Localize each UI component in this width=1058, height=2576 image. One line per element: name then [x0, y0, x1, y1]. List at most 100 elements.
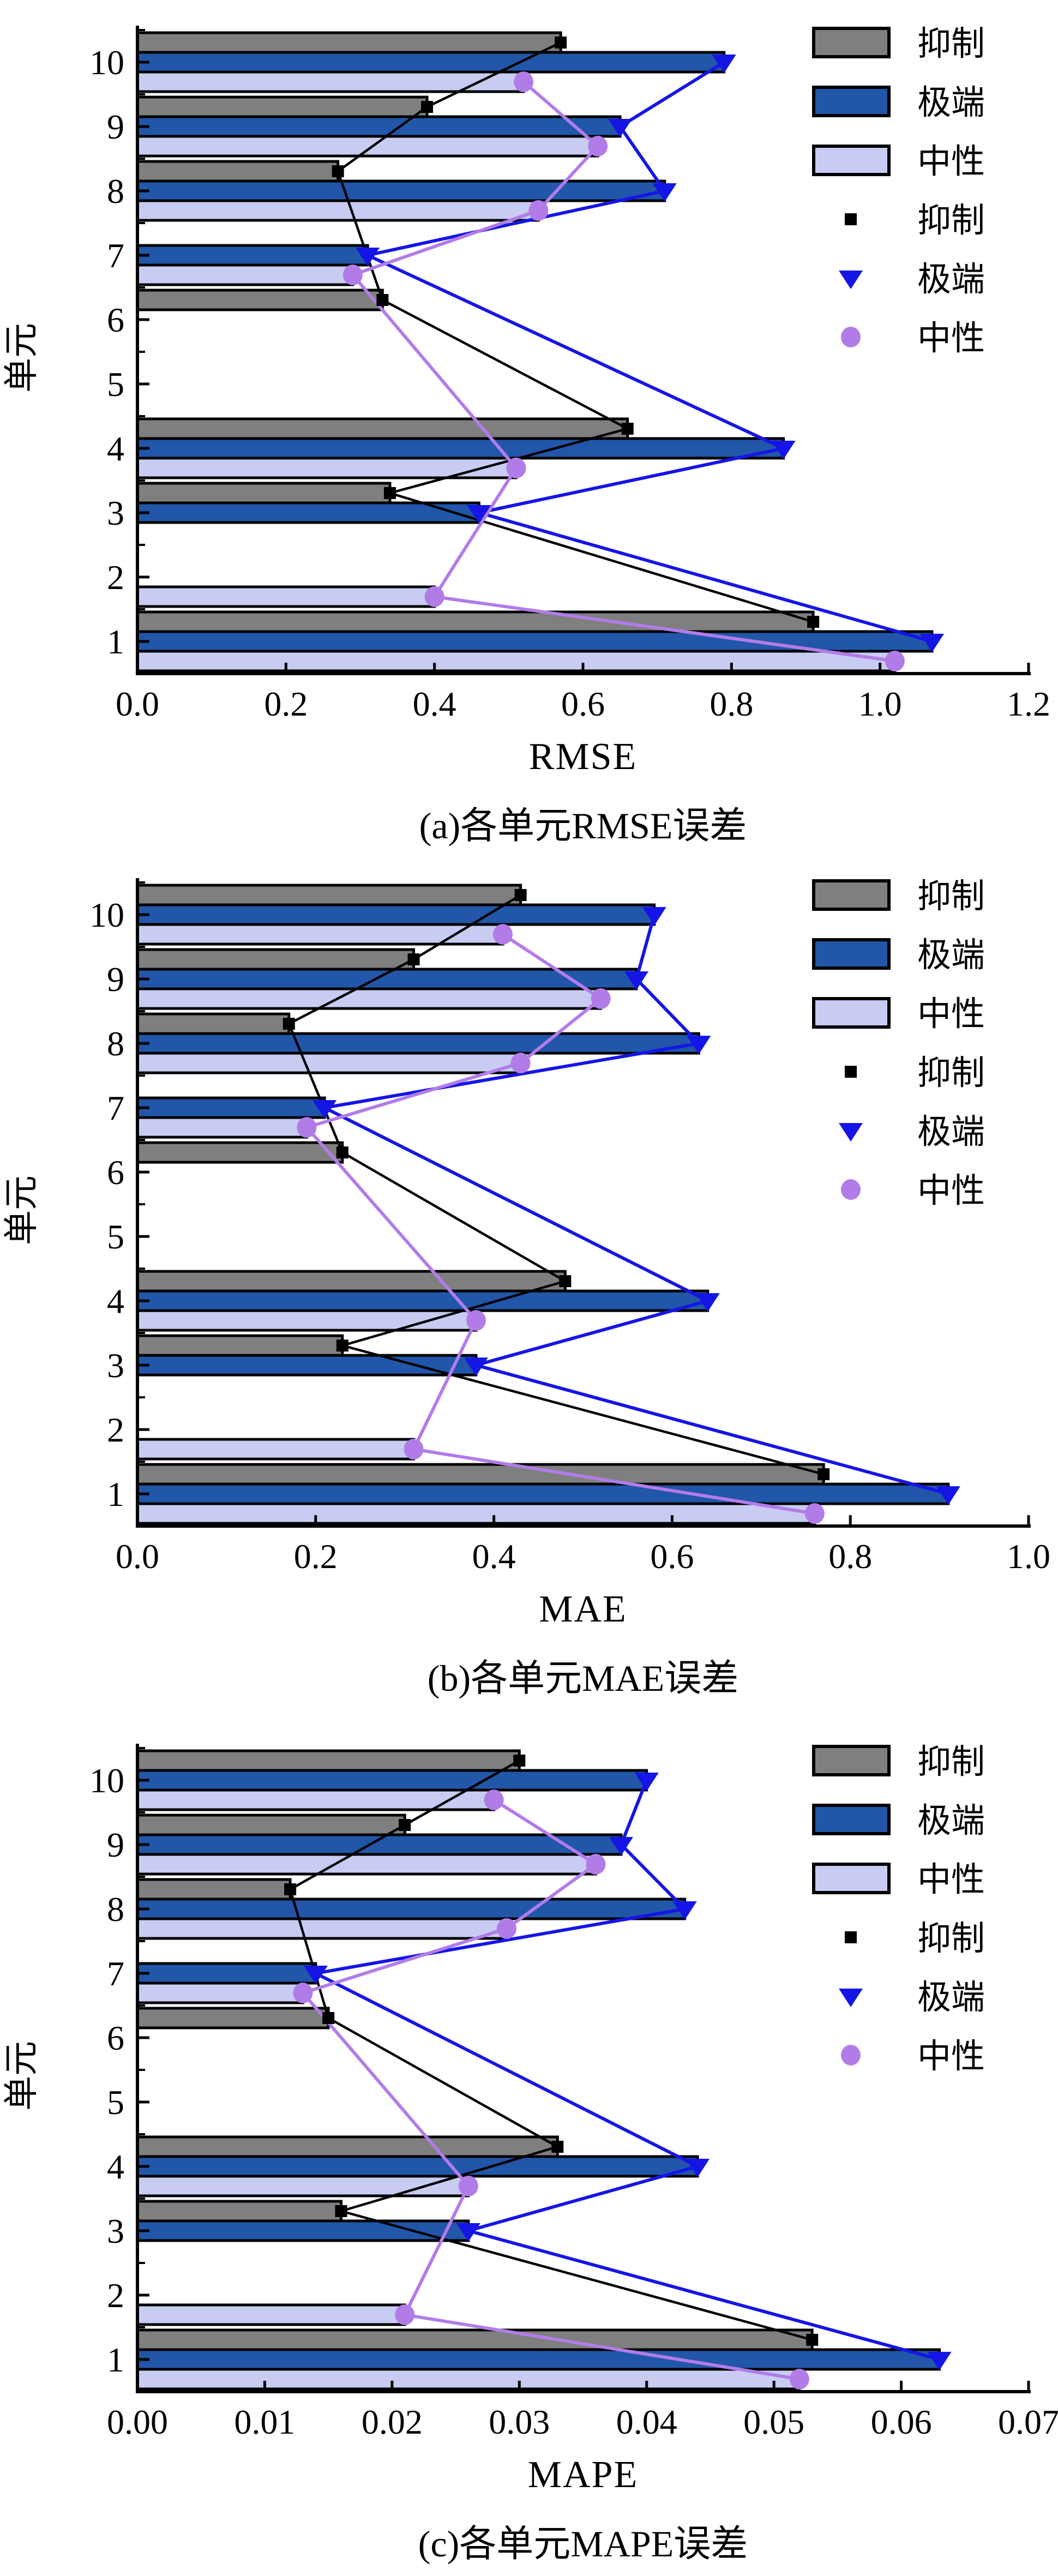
marker-中性-unit-10: [484, 1790, 504, 1810]
legend-label: 中性: [917, 143, 985, 181]
x-tick-label: 0.4: [472, 1537, 516, 1576]
marker-极端-unit-9: [608, 119, 633, 137]
bar-抑制-unit-4: [136, 1270, 567, 1293]
unit-label: 10: [89, 43, 124, 82]
bar-抑制-unit-9: [136, 95, 429, 118]
marker-中性-unit-8: [496, 1918, 516, 1939]
bars-layer: [136, 31, 934, 672]
unit-label: 2: [107, 2276, 124, 2315]
bar-极端-unit-9: [136, 1833, 623, 1856]
marker-中性-unit-1: [804, 1503, 825, 1524]
panel-a-caption: (a)各单元RMSE误差: [419, 805, 747, 846]
unit-label: 5: [107, 1217, 124, 1256]
unit-label: 6: [107, 2019, 124, 2057]
bar-极端-unit-3: [136, 501, 480, 524]
legend-label: 极端: [917, 1114, 985, 1151]
bar-中性-unit-4: [136, 2175, 470, 2197]
unit-label: 5: [107, 365, 124, 404]
unit-label: 6: [107, 1153, 124, 1192]
marker-极端-unit-8: [672, 1901, 697, 1920]
unit-label: 7: [107, 236, 124, 275]
legend-swatch-极端: [812, 1804, 891, 1835]
unit-label: 8: [107, 1890, 124, 1929]
bar-抑制-unit-10: [136, 1749, 521, 1772]
bar-抑制-unit-1: [136, 1463, 825, 1486]
marker-抑制-unit-8: [282, 1018, 295, 1030]
unit-label: 5: [107, 2083, 124, 2122]
unit-label: 1: [107, 2340, 124, 2379]
axes-layer: 1 2 3 4 5 6 7 8 9 10 0.0 0.2 0.4 0.6 0.8 1.0: [89, 878, 1050, 1576]
marker-抑制-unit-3: [335, 2205, 347, 2217]
panel-c-mape-chart: 1 2 3 4 5 6 7 8 9 10 0.00 0.01 0.02 0.03 0.04 0.05 0.06 0…: [0, 1718, 1058, 2576]
marker-抑制-unit-10: [514, 889, 527, 901]
x-tick-label: 0.2: [264, 684, 308, 723]
marker-极端-unit-10: [634, 1773, 659, 1791]
bar-中性-unit-8: [136, 1917, 508, 1940]
marker-抑制-unit-9: [399, 1819, 411, 1831]
axes-layer: 1 2 3 4 5 6 7 8 9 10 0.00 0.01 0.02 0.03 0.04 0.05 0.06 0…: [89, 1744, 1058, 2441]
legend-marker-极端: [839, 1989, 863, 2007]
x-tick-label: 0.2: [294, 1537, 338, 1576]
marker-抑制-unit-9: [421, 101, 434, 113]
marker-中性-unit-2: [395, 2304, 415, 2325]
bar-抑制-unit-10: [136, 884, 522, 906]
marker-抑制-unit-4: [559, 1275, 572, 1287]
marker-中性-unit-8: [528, 200, 549, 221]
panel-b-caption: (b)各单元MAE误差: [427, 1658, 739, 1699]
marker-极端-unit-4: [695, 1293, 720, 1312]
bar-抑制-unit-10: [136, 31, 562, 54]
legend-marker-抑制: [845, 213, 857, 225]
marker-极端-unit-4: [771, 441, 796, 459]
bar-中性-unit-2: [136, 1438, 416, 1461]
bar-中性-unit-1: [136, 650, 897, 672]
bar-抑制-unit-1: [136, 2328, 814, 2351]
unit-label: 1: [107, 1475, 124, 1514]
x-tick-label: 0.00: [107, 2403, 168, 2441]
legend-swatch-极端: [812, 938, 891, 970]
bar-抑制-unit-9: [136, 948, 416, 971]
panel-a-xaxis-title: RMSE: [528, 736, 638, 778]
legend-swatch-抑制: [812, 879, 891, 911]
legend-label: 极端: [917, 85, 985, 122]
bar-中性-unit-7: [136, 263, 354, 286]
bar-抑制-unit-8: [136, 1012, 291, 1035]
marker-极端-unit-10: [642, 907, 666, 926]
marker-抑制-unit-10: [513, 1755, 526, 1767]
bar-极端-unit-3: [136, 2219, 470, 2242]
marker-中性-unit-8: [510, 1053, 531, 1073]
legend-label: 极端: [917, 937, 985, 974]
marker-中性-unit-7: [297, 1117, 317, 1138]
bars-layer: [136, 1749, 941, 2391]
legend-label: 极端: [917, 1803, 985, 1840]
marker-抑制-unit-4: [621, 423, 634, 435]
marker-极端-unit-10: [712, 55, 736, 73]
line-中性: [300, 1798, 800, 2381]
bar-中性-unit-8: [136, 199, 540, 222]
bar-抑制-unit-3: [136, 2200, 342, 2223]
marker-中性-unit-4: [466, 1310, 486, 1331]
legend-label: 极端: [917, 1979, 985, 2016]
bar-极端-unit-10: [136, 51, 726, 74]
line-中性: [304, 933, 815, 1515]
marker-抑制-unit-6: [336, 1146, 348, 1158]
x-tick-label: 0.8: [710, 684, 753, 723]
bar-中性-unit-2: [136, 2303, 406, 2326]
panel-b-mae-chart: 1 2 3 4 5 6 7 8 9 10 0.0 0.2 0.4 0.6 0.8 1.0 抑制 极端 中性 抑制 极端中…: [0, 852, 1058, 1718]
panel-c-caption: (c)各单元MAPE误差: [418, 2523, 748, 2565]
x-tick-label: 0.06: [871, 2403, 932, 2441]
legend-label: 抑制: [917, 878, 985, 915]
legend-swatch-中性: [812, 145, 891, 176]
bar-极端-unit-4: [136, 1289, 710, 1312]
unit-label: 9: [107, 107, 124, 146]
marker-抑制-unit-1: [806, 2334, 819, 2346]
marker-极端-unit-1: [919, 634, 944, 652]
marker-中性-unit-2: [424, 586, 444, 607]
panel-b-yaxis-title: 单元: [2, 1175, 41, 1245]
panel-c-yaxis-title: 单元: [2, 2041, 41, 2111]
marker-极端-unit-9: [609, 1837, 634, 1856]
marker-抑制-unit-6: [322, 2012, 335, 2024]
bar-抑制-unit-9: [136, 1814, 406, 1836]
legend-marker-抑制: [845, 1931, 857, 1943]
